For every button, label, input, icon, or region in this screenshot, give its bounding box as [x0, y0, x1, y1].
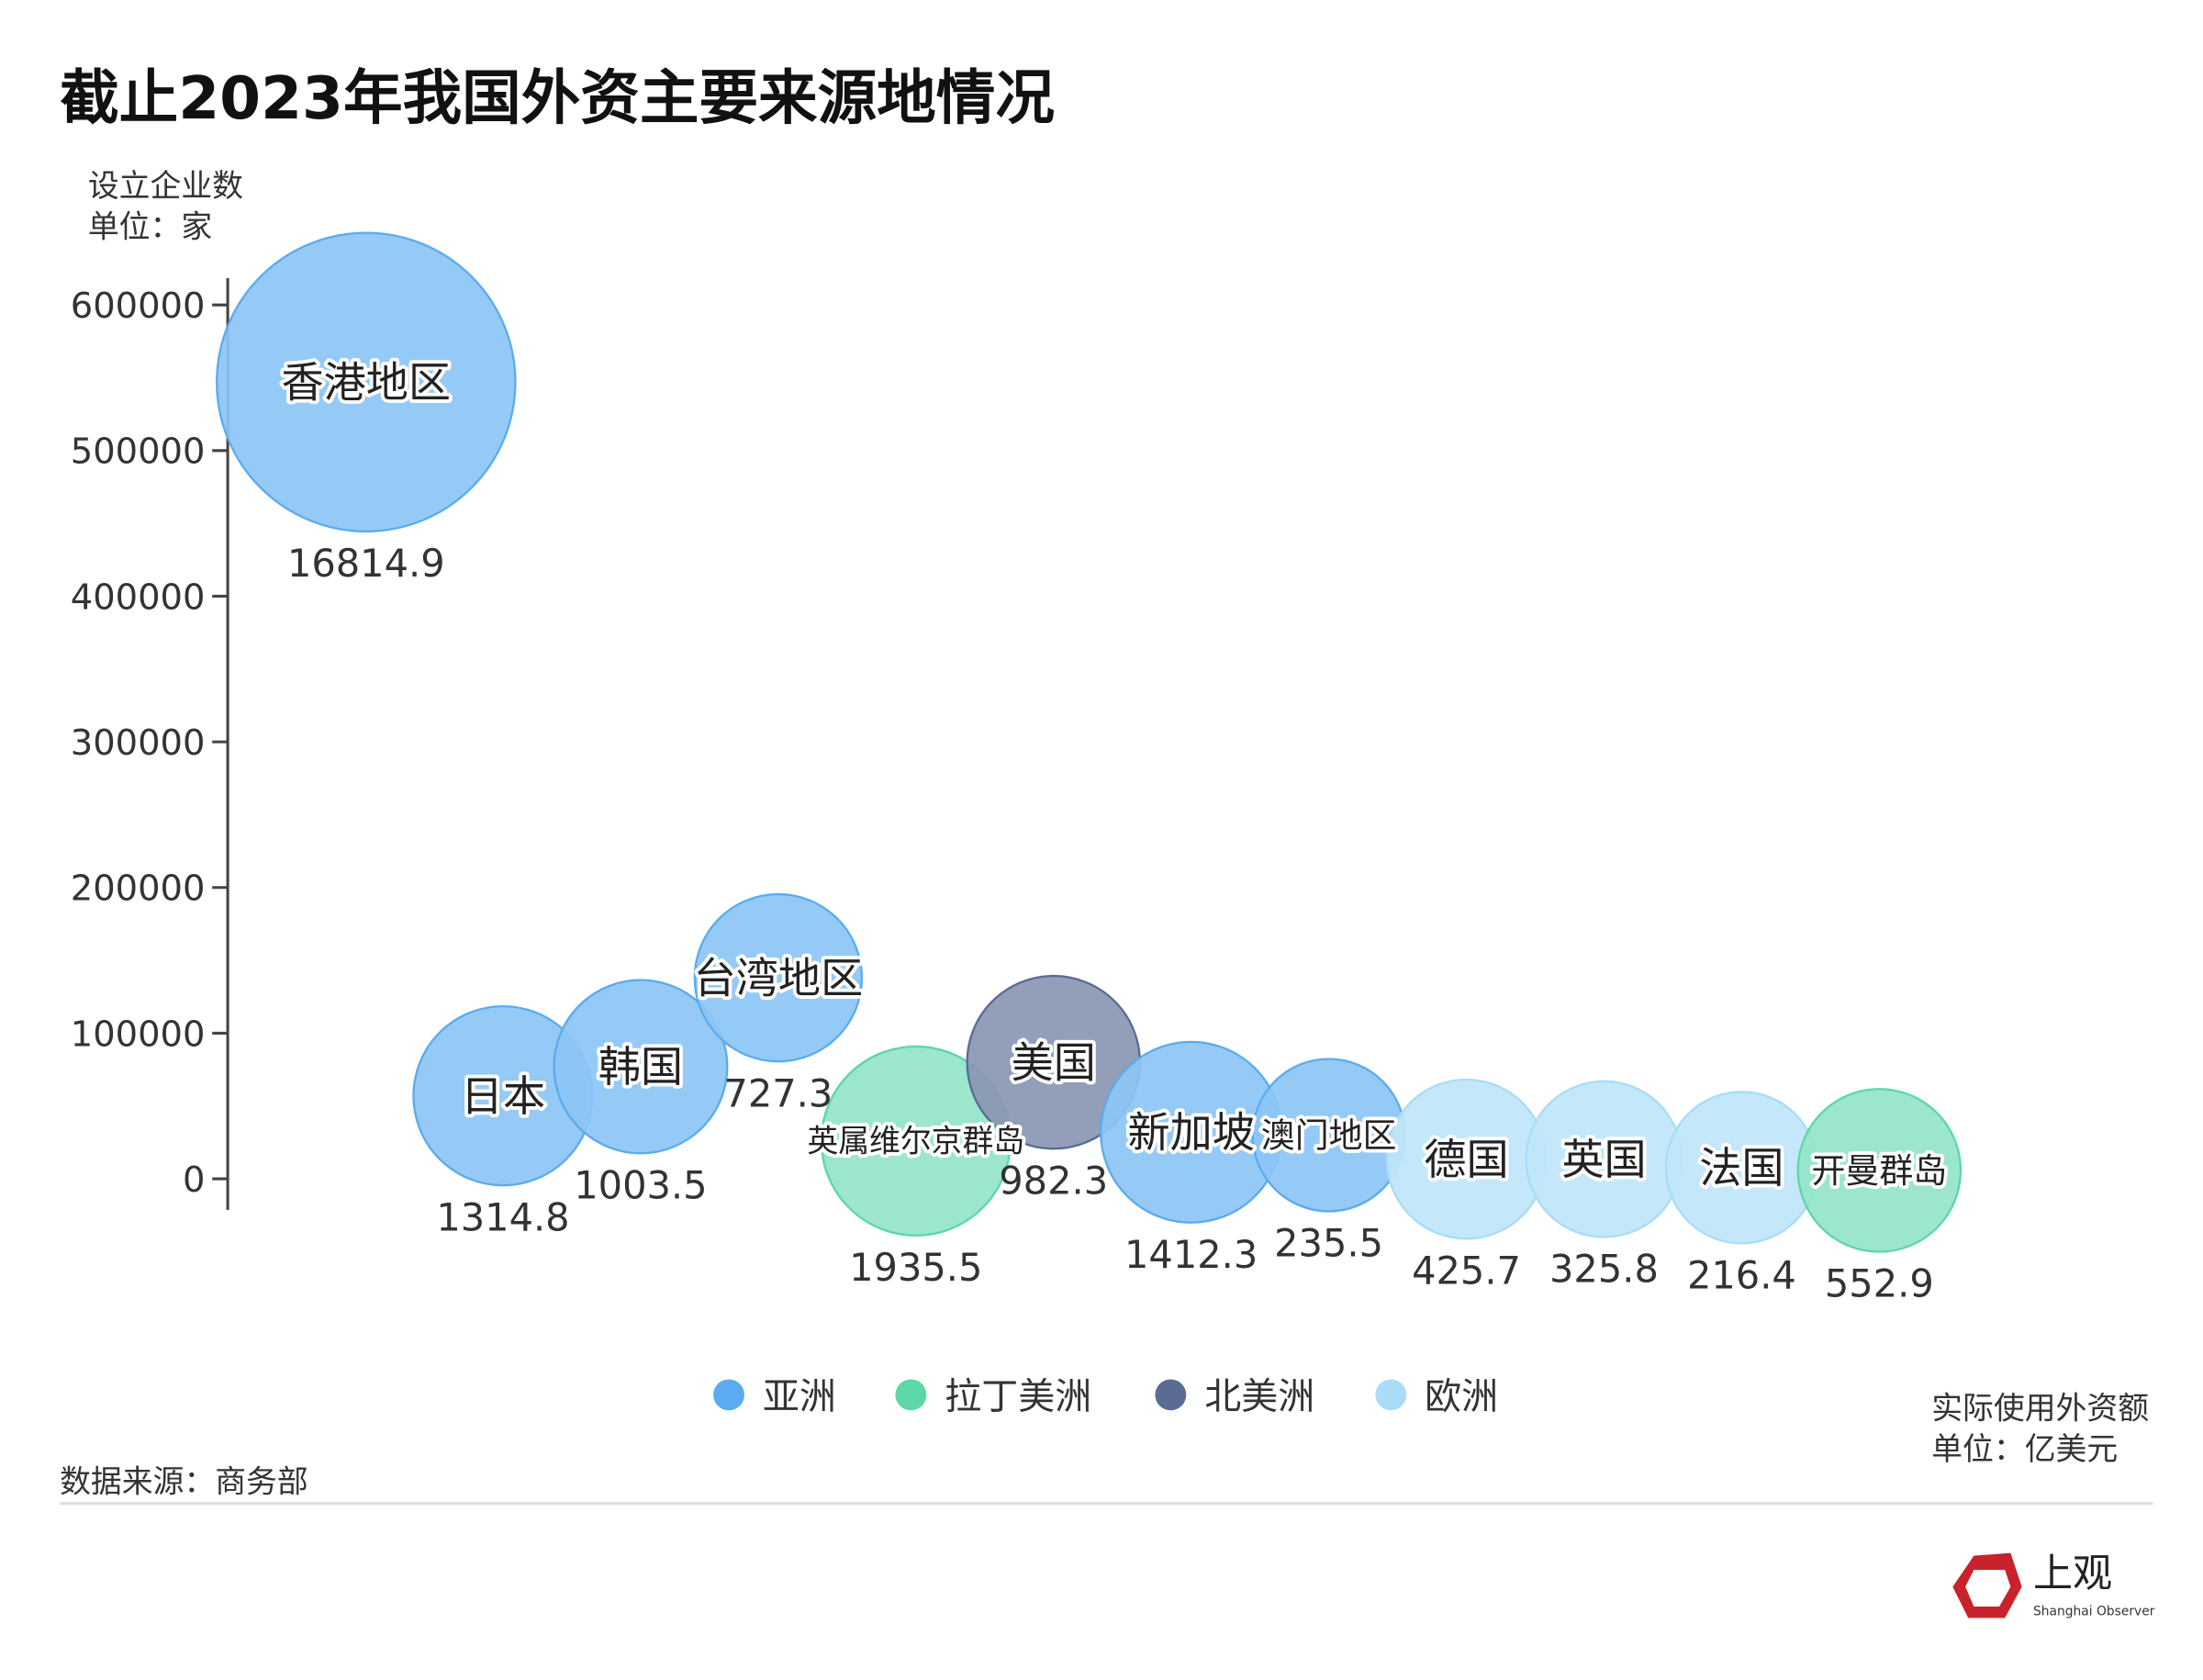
bubble-value-label: 1314.8	[436, 1194, 569, 1239]
y-tick-label: 0	[183, 1159, 205, 1201]
size-label: 实际使用外资额	[1931, 1391, 2149, 1427]
bubble	[553, 979, 729, 1155]
bubble-label: 香港地区	[282, 357, 452, 407]
legend-marker	[713, 1379, 744, 1411]
bubble-value-label: 16814.9	[287, 541, 445, 586]
bubble-label: 英属维尔京群岛	[807, 1124, 1024, 1159]
bubble-label: 新加坡	[1127, 1107, 1254, 1157]
bubbles: 香港地区 16814.9 日本 1314.8 韩国 1003.5 台湾地区 727.3 英属维尔…	[216, 231, 1963, 1306]
bubble-value-label: 425.7	[1412, 1249, 1521, 1294]
bubble-label: 法国	[1699, 1143, 1784, 1193]
y-axis-unit: 单位：家	[88, 208, 212, 244]
legend-marker	[1155, 1379, 1187, 1411]
legend-label: 欧洲	[1425, 1376, 1498, 1418]
logo-text: 上观	[2033, 1551, 2112, 1597]
bubble-value-label: 325.8	[1549, 1247, 1659, 1292]
legend-label: 亚洲	[763, 1376, 836, 1418]
bubble-label: 英国	[1561, 1135, 1646, 1184]
legend-label: 拉丁美洲	[945, 1376, 1091, 1418]
logo-subtext: Shanghai Observer	[2033, 1604, 2155, 1618]
y-axis-ticks: 0 100000 200000 300000 400000 500000 600000	[71, 286, 229, 1201]
y-axis-label: 设立企业数	[88, 168, 243, 204]
y-tick-label: 300000	[71, 722, 206, 764]
bubble-label: 美国	[1012, 1037, 1096, 1087]
bubble-value-label: 1003.5	[574, 1162, 707, 1207]
bubble-label: 澳门地区	[1261, 1115, 1397, 1155]
logo: 上观 Shanghai Observer	[1952, 1551, 2155, 1618]
legend: 亚洲 拉丁美洲 北美洲 欧洲	[713, 1376, 1498, 1418]
bubble-value-label: 216.4	[1687, 1253, 1796, 1298]
y-tick-label: 100000	[71, 1014, 206, 1055]
bubble	[820, 1045, 1012, 1237]
bubble-value-label: 235.5	[1274, 1221, 1383, 1266]
bubble-value-label: 982.3	[999, 1158, 1108, 1203]
chart-title: 截止2023年我国外资主要来源地情况	[60, 64, 1055, 133]
bubble-label: 德国	[1424, 1135, 1508, 1184]
y-tick-label: 600000	[71, 286, 206, 327]
y-tick-label: 200000	[71, 868, 206, 910]
bubble-value-label: 1935.5	[849, 1245, 982, 1290]
bubble-label: 开曼群岛	[1812, 1151, 1948, 1191]
size-unit: 单位：亿美元	[1931, 1431, 2118, 1467]
legend-marker	[895, 1379, 927, 1411]
legend-label: 北美洲	[1204, 1376, 1314, 1418]
bubble-value-label: 1412.3	[1124, 1232, 1258, 1277]
bubble-value-label: 727.3	[723, 1070, 833, 1115]
bubble	[1796, 1088, 1963, 1253]
legend-marker	[1375, 1379, 1407, 1411]
bubble-label: 韩国	[598, 1042, 683, 1092]
bubble	[693, 892, 864, 1063]
bubble-label: 台湾地区	[694, 953, 864, 1002]
y-tick-label: 400000	[71, 577, 206, 618]
source-note: 数据来源：商务部	[60, 1463, 308, 1499]
bubble-label: 日本	[461, 1071, 545, 1121]
logo-mark-icon	[1952, 1552, 2022, 1618]
bubble	[216, 231, 517, 533]
bubble-value-label: 552.9	[1825, 1261, 1934, 1306]
y-tick-label: 500000	[71, 431, 206, 473]
